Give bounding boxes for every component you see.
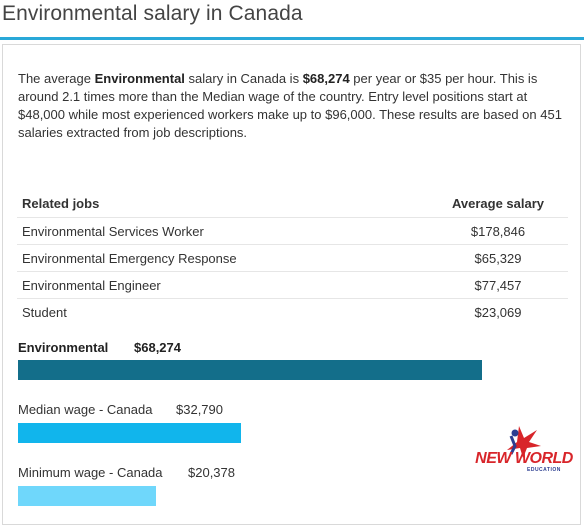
job-salary: $65,329 [428,244,568,272]
summary-text-2: salary in Canada is [184,71,303,86]
title-underline [0,37,584,40]
bar-environmental [18,360,482,380]
table-row: Student $23,069 [17,299,568,326]
bar-median-wage [18,423,241,443]
bar-value-median-wage: $32,790 [176,402,223,417]
page-title: Environmental salary in Canada [2,2,303,25]
related-jobs-table: Related jobs Average salary Environmenta… [17,189,568,325]
summary-text-3: per year or $35 per hour. This is around… [18,71,562,140]
new-world-education-logo: NEW WORLD EDUCATION [475,424,573,476]
summary-amount: $68,274 [302,71,350,86]
bar-value-minimum-wage: $20,378 [188,465,235,480]
bar-label-minimum-wage: Minimum wage - Canada [18,465,163,480]
star-figure-icon [507,426,541,458]
logo-text: NEW WORLD [475,450,573,467]
salary-card: The average Environmental salary in Cana… [2,44,581,525]
bar-label-median-wage: Median wage - Canada [18,402,153,417]
table-row: Environmental Emergency Response $65,329 [17,244,568,272]
bar-label-environmental: Environmental [18,340,109,355]
header-average-salary: Average salary [428,189,568,218]
summary-job-name: Environmental [94,71,185,86]
table-row: Environmental Engineer $77,457 [17,271,568,299]
job-salary: $77,457 [428,271,568,299]
job-name: Environmental Engineer [17,271,428,299]
job-name: Environmental Services Worker [17,217,428,245]
job-salary: $23,069 [474,304,522,320]
job-name: Student [22,304,67,320]
job-name: Environmental Emergency Response [17,244,428,272]
job-salary: $178,846 [428,217,568,245]
logo-subtext: EDUCATION [527,467,561,473]
bar-value-environmental: $68,274 [134,340,181,355]
table-row: Environmental Services Worker $178,846 [17,217,568,245]
header-related-jobs: Related jobs [17,189,428,218]
salary-summary: The average Environmental salary in Cana… [18,70,568,142]
summary-text-1: The average [18,71,95,86]
table-header-row: Related jobs Average salary [17,189,568,218]
bar-minimum-wage [18,486,156,506]
